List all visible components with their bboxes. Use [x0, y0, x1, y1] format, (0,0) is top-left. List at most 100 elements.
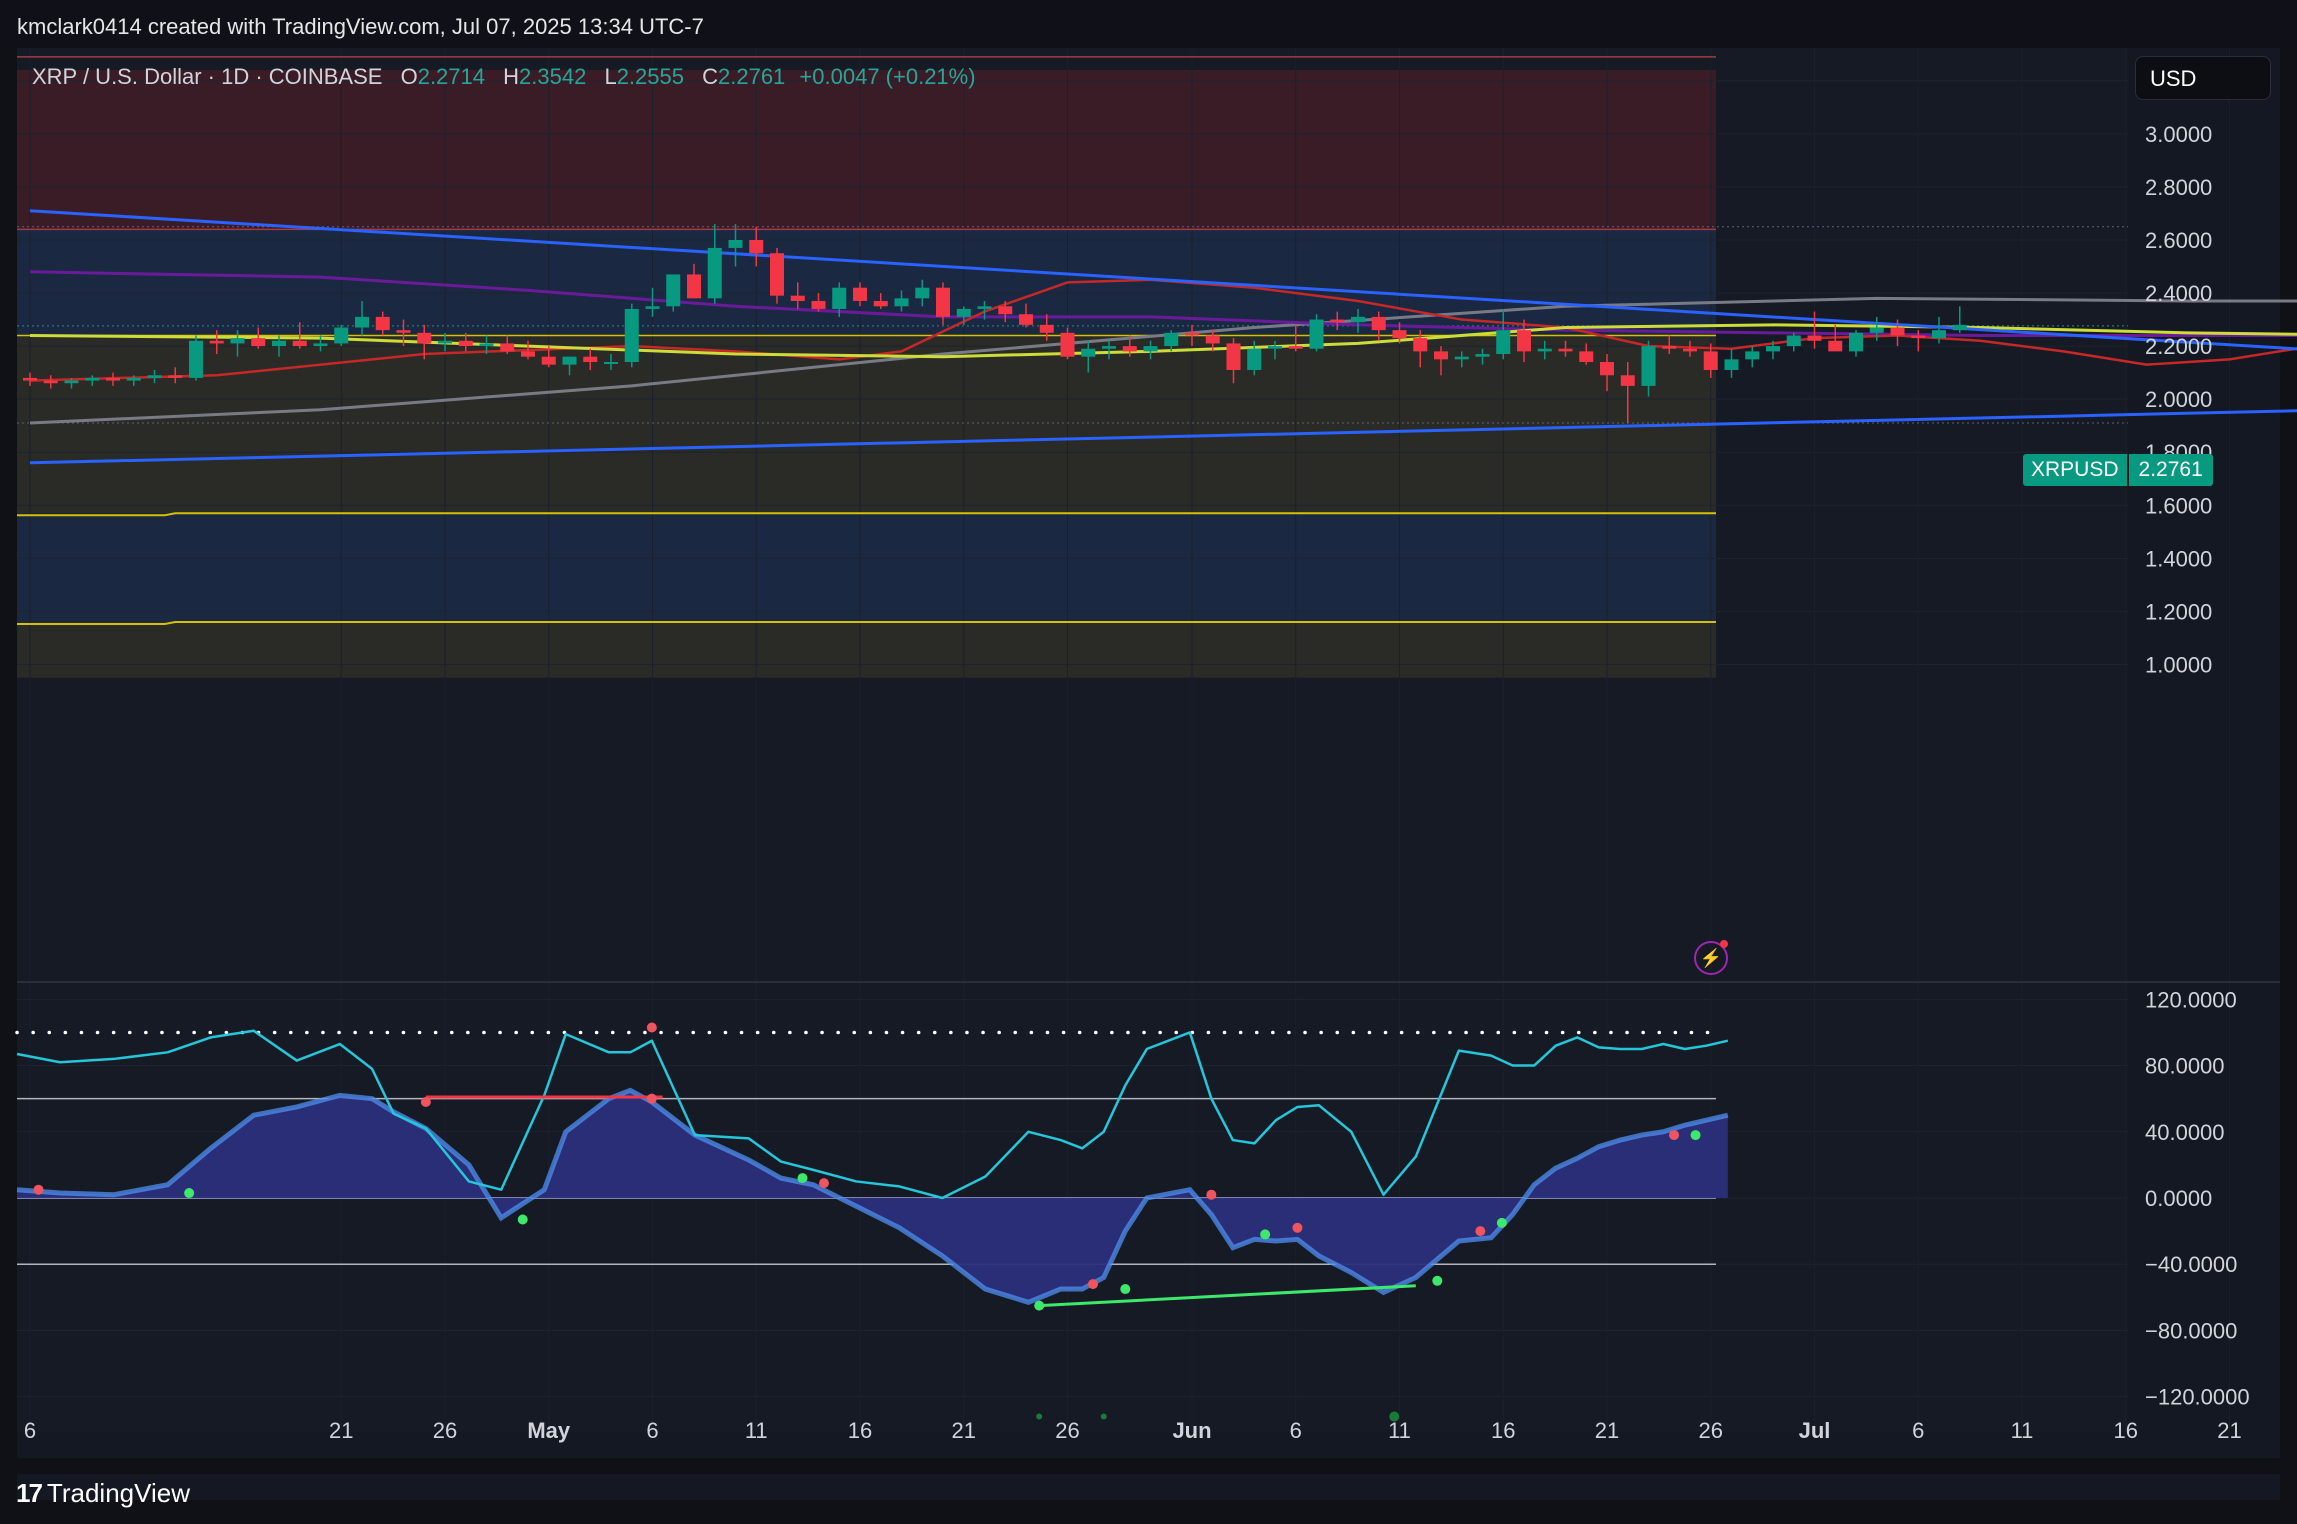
candle-body[interactable]	[106, 377, 120, 381]
candle-body[interactable]	[85, 377, 100, 381]
candle-body[interactable]	[438, 340, 452, 344]
candle-body[interactable]	[1807, 335, 1822, 341]
candle-body[interactable]	[1662, 346, 1677, 349]
candle-body[interactable]	[873, 300, 888, 307]
candle-body[interactable]	[334, 327, 349, 344]
candle-body[interactable]	[375, 316, 390, 331]
trendline-0[interactable]	[29, 209, 2297, 373]
candle-body[interactable]	[1122, 346, 1137, 352]
candle-body[interactable]	[251, 338, 266, 347]
candle-body[interactable]	[977, 306, 992, 309]
candle-body[interactable]	[1205, 335, 1220, 344]
candle-body[interactable]	[1413, 338, 1428, 352]
candle-body[interactable]	[1143, 346, 1158, 352]
trendline-1[interactable]	[29, 402, 2297, 465]
candle-body[interactable]	[998, 306, 1013, 315]
candle-body[interactable]	[1185, 332, 1199, 336]
candle-body[interactable]	[562, 356, 577, 365]
candle-body[interactable]	[1766, 346, 1780, 352]
candle-body[interactable]	[1475, 354, 1490, 357]
candle-body[interactable]	[1745, 351, 1760, 360]
candle-body[interactable]	[292, 340, 307, 347]
candle-body[interactable]	[1849, 332, 1863, 352]
candle-body[interactable]	[749, 239, 764, 254]
candle-body[interactable]	[417, 332, 432, 344]
candle-body[interactable]	[1371, 316, 1386, 331]
candle-body[interactable]	[666, 274, 681, 307]
candle-body[interactable]	[1828, 340, 1843, 352]
candle-body[interactable]	[1620, 375, 1635, 386]
candle-body[interactable]	[1351, 316, 1365, 323]
candle-body[interactable]	[1786, 335, 1801, 347]
candle-body[interactable]	[1537, 348, 1552, 352]
candle-body[interactable]	[832, 287, 847, 309]
candle-body[interactable]	[1288, 346, 1303, 349]
candle-body[interactable]	[1019, 314, 1033, 325]
candle-body[interactable]	[1683, 348, 1697, 352]
candle-body[interactable]	[707, 247, 722, 299]
candle-body[interactable]	[1558, 348, 1573, 352]
candle-body[interactable]	[1102, 346, 1116, 349]
candle-body[interactable]	[1330, 319, 1345, 323]
candle-body[interactable]	[1952, 324, 1967, 331]
candle-body[interactable]	[624, 308, 639, 362]
candle-body[interactable]	[313, 343, 328, 347]
currency-button[interactable]: USD	[2135, 56, 2271, 100]
candle-body[interactable]	[1454, 356, 1469, 360]
candle-body[interactable]	[936, 287, 950, 317]
candle-body[interactable]	[168, 375, 183, 378]
candle-body[interactable]	[1579, 351, 1594, 362]
candle-body[interactable]	[479, 343, 494, 347]
candle-body[interactable]	[915, 287, 930, 299]
candle-body[interactable]	[500, 343, 515, 352]
candle-body[interactable]	[1226, 343, 1241, 370]
candle-body[interactable]	[1703, 351, 1718, 370]
candle-body[interactable]	[1724, 359, 1739, 370]
candle-body[interactable]	[1268, 346, 1282, 349]
candle-body[interactable]	[458, 340, 473, 347]
time-axis[interactable]	[17, 1474, 2280, 1500]
candle-body[interactable]	[272, 340, 286, 347]
candle-body[interactable]	[790, 295, 805, 301]
candle-body[interactable]	[1517, 330, 1531, 352]
candle-body[interactable]	[1496, 330, 1511, 355]
candle-body[interactable]	[853, 287, 867, 301]
candle-body[interactable]	[1911, 335, 1926, 339]
candle-body[interactable]	[1081, 348, 1096, 357]
candle-body[interactable]	[894, 298, 909, 307]
candle-body[interactable]	[147, 375, 162, 378]
candle-body[interactable]	[1890, 327, 1905, 336]
candle-body[interactable]	[811, 300, 826, 309]
candle-body[interactable]	[604, 361, 618, 364]
candle-body[interactable]	[126, 377, 141, 381]
candle-body[interactable]	[1392, 330, 1407, 339]
candle-body[interactable]	[1600, 361, 1614, 376]
candle-body[interactable]	[1060, 332, 1075, 357]
candle-body[interactable]	[1039, 324, 1054, 333]
candle-body[interactable]	[583, 356, 598, 362]
candle-body[interactable]	[645, 306, 660, 309]
candle-body[interactable]	[541, 356, 556, 365]
candle-body[interactable]	[728, 239, 743, 248]
candle-body[interactable]	[1309, 319, 1324, 349]
candle-body[interactable]	[230, 338, 245, 344]
candle-body[interactable]	[770, 253, 784, 296]
candle-body[interactable]	[189, 340, 203, 378]
candle-body[interactable]	[209, 340, 224, 344]
candle-body[interactable]	[1247, 348, 1262, 370]
candle-body[interactable]	[355, 316, 369, 328]
candle-body[interactable]	[956, 308, 971, 317]
tradingview-brand[interactable]: 17 TradingView	[16, 1478, 190, 1509]
candle-body[interactable]	[1869, 327, 1884, 333]
candle-body[interactable]	[64, 380, 79, 384]
lightning-icon[interactable]: ⚡	[1694, 941, 1728, 975]
candle-body[interactable]	[1932, 330, 1946, 339]
candle-body[interactable]	[687, 274, 701, 299]
candle-body[interactable]	[1641, 346, 1656, 386]
candle-body[interactable]	[23, 377, 37, 381]
candle-body[interactable]	[1434, 351, 1448, 360]
candle-body[interactable]	[396, 330, 411, 333]
candle-body[interactable]	[1164, 332, 1179, 347]
candle-body[interactable]	[521, 351, 535, 357]
